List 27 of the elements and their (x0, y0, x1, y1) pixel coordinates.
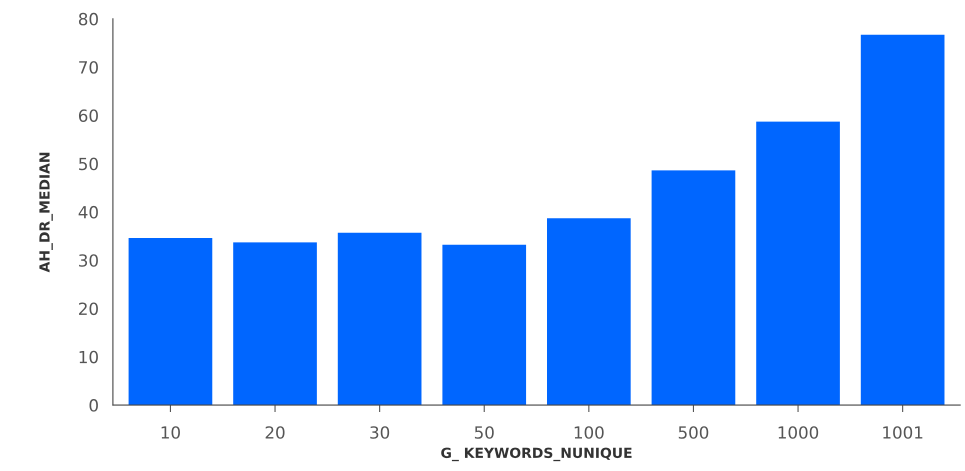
y-tick-label: 10 (80, 350, 98, 364)
y-tick-label: 40 (78, 206, 98, 219)
x-tick-label: 1000 (778, 426, 818, 439)
y-tick-label: 30 (79, 254, 98, 267)
bar (338, 232, 422, 406)
bar (128, 238, 212, 406)
bar (756, 122, 840, 406)
y-tick-label: 60 (78, 109, 98, 122)
bar (233, 242, 317, 406)
x-tick-label: 10 (162, 426, 180, 439)
x-tick-label: 500 (678, 426, 708, 439)
y-axis-title: AH_DR_MEDIAN (39, 152, 53, 272)
x-tick-label: 100 (574, 426, 604, 439)
y-tick-label: 70 (79, 61, 98, 74)
y-tick-label: 50 (79, 158, 98, 170)
bar (652, 170, 736, 406)
x-tick-label: 1001 (883, 426, 922, 439)
y-tick-label: 0 (90, 399, 98, 412)
bar (860, 34, 944, 406)
bar (547, 218, 631, 406)
x-tick-label: 50 (474, 426, 494, 439)
x-tick-label: 20 (266, 426, 285, 439)
x-axis-title: G_ KEYWORDS_NUNIQUE (441, 448, 632, 462)
y-tick-label: 80 (78, 12, 98, 26)
x-tick-label: 30 (370, 426, 390, 439)
y-tick-label: 20 (79, 302, 98, 316)
bar (442, 244, 526, 406)
